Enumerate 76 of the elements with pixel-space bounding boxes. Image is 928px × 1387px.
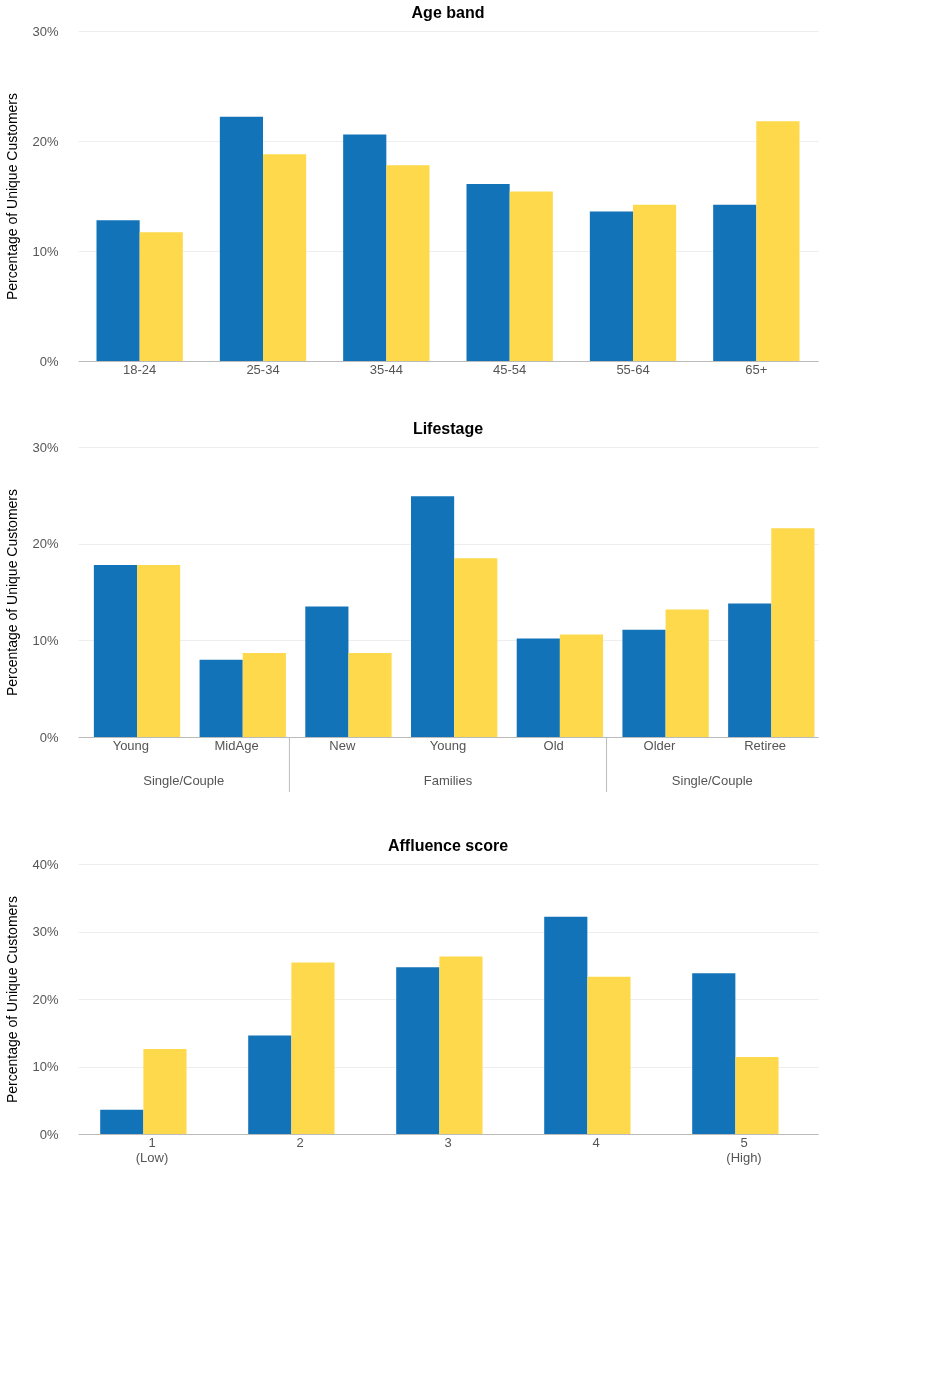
y-axis-title: Percentage of Unique Customers [4, 896, 21, 1103]
bar [544, 916, 588, 1134]
bar [219, 116, 263, 361]
y-tick-label: 30% [32, 924, 59, 939]
y-tick-label: 10% [32, 1059, 59, 1074]
x-tick-label: 5 (High) [726, 1134, 762, 1165]
bar [263, 154, 307, 361]
y-tick-label: 10% [32, 243, 59, 259]
y-axis-title: Percentage of Unique Customers [4, 93, 21, 300]
bar [291, 962, 335, 1134]
x-tick-label: 55-64 [616, 361, 650, 377]
x-tick-label: New [329, 737, 356, 753]
text: Single/Couple [671, 773, 753, 788]
y-tick-label: 0% [39, 353, 59, 369]
x-tick-label: 1 (Low) [135, 1134, 169, 1165]
bar [633, 204, 677, 361]
y-tick-label: 0% [39, 729, 59, 745]
x-tick-label: Young [429, 737, 467, 753]
bar [466, 183, 510, 361]
chart-title: Age band [411, 4, 485, 21]
bar [100, 1109, 144, 1134]
x-tick-label: 35-44 [369, 361, 403, 377]
bar [728, 603, 772, 737]
x-tick-label: Young [112, 737, 150, 753]
bar [96, 220, 140, 361]
bar [713, 204, 757, 361]
bar [559, 634, 604, 737]
y-tick-label: 20% [32, 133, 59, 149]
bar [589, 211, 633, 361]
x-tick-label: 25-34 [246, 361, 280, 377]
x-tick-label: 3 [444, 1134, 452, 1150]
y-tick-label: 40% [32, 856, 59, 872]
bar [248, 1035, 292, 1134]
chart-title: Affluence score [387, 837, 509, 854]
bar [411, 496, 455, 737]
bar [343, 134, 387, 361]
y-tick-label: 30% [32, 23, 59, 39]
x-tick-label: 65+ [745, 361, 768, 377]
x-tick-label: 4 [592, 1134, 600, 1150]
x-tick-label: 2 [296, 1134, 304, 1150]
y-tick-label: 20% [32, 536, 59, 552]
bar [139, 232, 183, 361]
chart-title: Lifestage [412, 420, 484, 437]
bar [348, 652, 392, 737]
bar [735, 1057, 779, 1134]
bar [692, 973, 736, 1134]
bar [386, 165, 430, 361]
y-tick-label: 0% [39, 1126, 59, 1142]
x-tick-label: 45-54 [493, 361, 527, 377]
text: Single/Couple [143, 773, 225, 788]
bar [454, 558, 498, 737]
y-tick-label: 10% [32, 632, 59, 648]
y-tick-label: 20% [32, 991, 59, 1007]
x-tick-label: Old [543, 737, 564, 753]
bar [396, 967, 440, 1134]
bar [143, 1048, 187, 1134]
bar [242, 652, 286, 737]
bar [93, 564, 138, 737]
x-tick-label: Retiree [744, 737, 787, 753]
bar [516, 638, 560, 737]
bar [305, 606, 349, 737]
x-tick-label: 18-24 [123, 361, 157, 377]
x-tick-label: Older [643, 737, 676, 753]
bar [622, 629, 666, 737]
x-tick-label: MidAge [214, 737, 259, 753]
y-tick-label: 30% [32, 439, 59, 455]
bar [509, 191, 553, 361]
bar [771, 528, 815, 737]
y-axis-title: Percentage of Unique Customers [4, 489, 21, 696]
bar [137, 564, 181, 737]
bar [665, 609, 709, 737]
bar [439, 956, 483, 1134]
bar [199, 659, 243, 737]
text: Families [423, 773, 473, 788]
bar [587, 976, 631, 1134]
bar [756, 121, 800, 361]
